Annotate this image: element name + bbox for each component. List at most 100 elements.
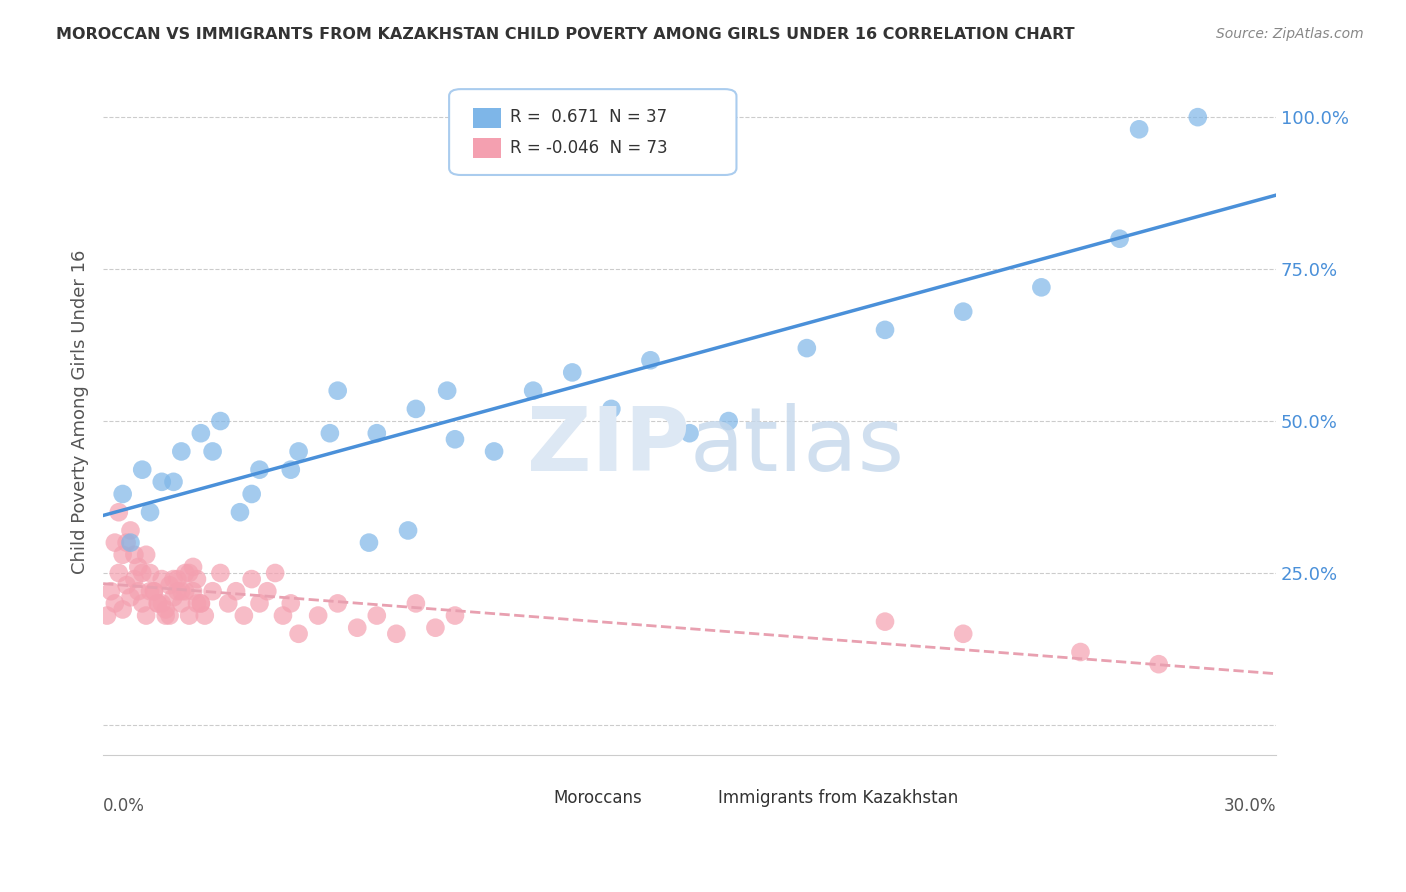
Point	[139, 505, 162, 519]
Point	[287, 627, 309, 641]
Point	[240, 487, 263, 501]
Point	[346, 621, 368, 635]
Point	[366, 608, 388, 623]
Point	[249, 596, 271, 610]
Point	[107, 566, 129, 580]
Point	[385, 627, 408, 641]
Point	[139, 584, 162, 599]
Text: R =  0.671  N = 37: R = 0.671 N = 37	[510, 108, 668, 127]
Point	[159, 578, 181, 592]
Point	[396, 524, 419, 538]
Point	[142, 584, 165, 599]
Point	[952, 304, 974, 318]
Point	[174, 566, 197, 580]
Point	[111, 602, 134, 616]
Point	[150, 572, 173, 586]
Point	[115, 535, 138, 549]
Point	[1147, 657, 1170, 672]
Point	[104, 596, 127, 610]
Point	[249, 463, 271, 477]
Point	[405, 401, 427, 416]
Point	[201, 584, 224, 599]
Point	[678, 426, 700, 441]
Point	[115, 578, 138, 592]
Point	[190, 596, 212, 610]
Text: 30.0%: 30.0%	[1223, 797, 1277, 814]
Text: 0.0%: 0.0%	[103, 797, 145, 814]
Point	[186, 572, 208, 586]
Point	[179, 608, 201, 623]
Point	[209, 566, 232, 580]
Point	[201, 444, 224, 458]
Point	[482, 444, 505, 458]
FancyBboxPatch shape	[449, 89, 737, 175]
Text: Moroccans: Moroccans	[554, 789, 643, 807]
Point	[120, 524, 142, 538]
Point	[1187, 110, 1209, 124]
Point	[522, 384, 544, 398]
Y-axis label: Child Poverty Among Girls Under 16: Child Poverty Among Girls Under 16	[72, 250, 89, 574]
Point	[135, 548, 157, 562]
Point	[159, 608, 181, 623]
Point	[170, 444, 193, 458]
Point	[1069, 645, 1091, 659]
Point	[640, 353, 662, 368]
Bar	[519, 789, 547, 807]
Point	[181, 560, 204, 574]
Point	[280, 596, 302, 610]
Point	[326, 596, 349, 610]
Point	[170, 596, 193, 610]
Point	[162, 475, 184, 489]
Point	[104, 535, 127, 549]
Point	[264, 566, 287, 580]
Point	[120, 591, 142, 605]
Point	[166, 584, 188, 599]
Point	[307, 608, 329, 623]
Point	[1128, 122, 1150, 136]
Point	[444, 432, 467, 446]
Text: Source: ZipAtlas.com: Source: ZipAtlas.com	[1216, 27, 1364, 41]
Point	[319, 426, 342, 441]
Point	[170, 584, 193, 599]
Point	[436, 384, 458, 398]
Point	[162, 572, 184, 586]
Point	[139, 566, 162, 580]
Point	[952, 627, 974, 641]
Point	[131, 463, 153, 477]
Point	[796, 341, 818, 355]
Point	[225, 584, 247, 599]
Point	[124, 572, 146, 586]
Text: MOROCCAN VS IMMIGRANTS FROM KAZAKHSTAN CHILD POVERTY AMONG GIRLS UNDER 16 CORREL: MOROCCAN VS IMMIGRANTS FROM KAZAKHSTAN C…	[56, 27, 1074, 42]
Point	[600, 401, 623, 416]
Point	[271, 608, 294, 623]
Point	[209, 414, 232, 428]
Text: Immigrants from Kazakhstan: Immigrants from Kazakhstan	[717, 789, 957, 807]
Point	[326, 384, 349, 398]
Point	[127, 584, 149, 599]
Bar	[472, 138, 501, 159]
Point	[229, 505, 252, 519]
Point	[142, 584, 165, 599]
Point	[131, 566, 153, 580]
Point	[366, 426, 388, 441]
Bar	[472, 108, 501, 128]
Point	[155, 602, 177, 616]
Point	[155, 608, 177, 623]
Point	[174, 584, 197, 599]
Point	[107, 505, 129, 519]
Text: ZIP: ZIP	[527, 403, 689, 490]
Point	[124, 548, 146, 562]
Point	[425, 621, 447, 635]
Point	[444, 608, 467, 623]
Bar	[683, 789, 711, 807]
Point	[162, 591, 184, 605]
Point	[186, 596, 208, 610]
Point	[194, 608, 217, 623]
Point	[96, 608, 118, 623]
Point	[127, 560, 149, 574]
Text: R = -0.046  N = 73: R = -0.046 N = 73	[510, 138, 668, 156]
Point	[150, 475, 173, 489]
Point	[561, 366, 583, 380]
Point	[111, 548, 134, 562]
Point	[146, 596, 169, 610]
